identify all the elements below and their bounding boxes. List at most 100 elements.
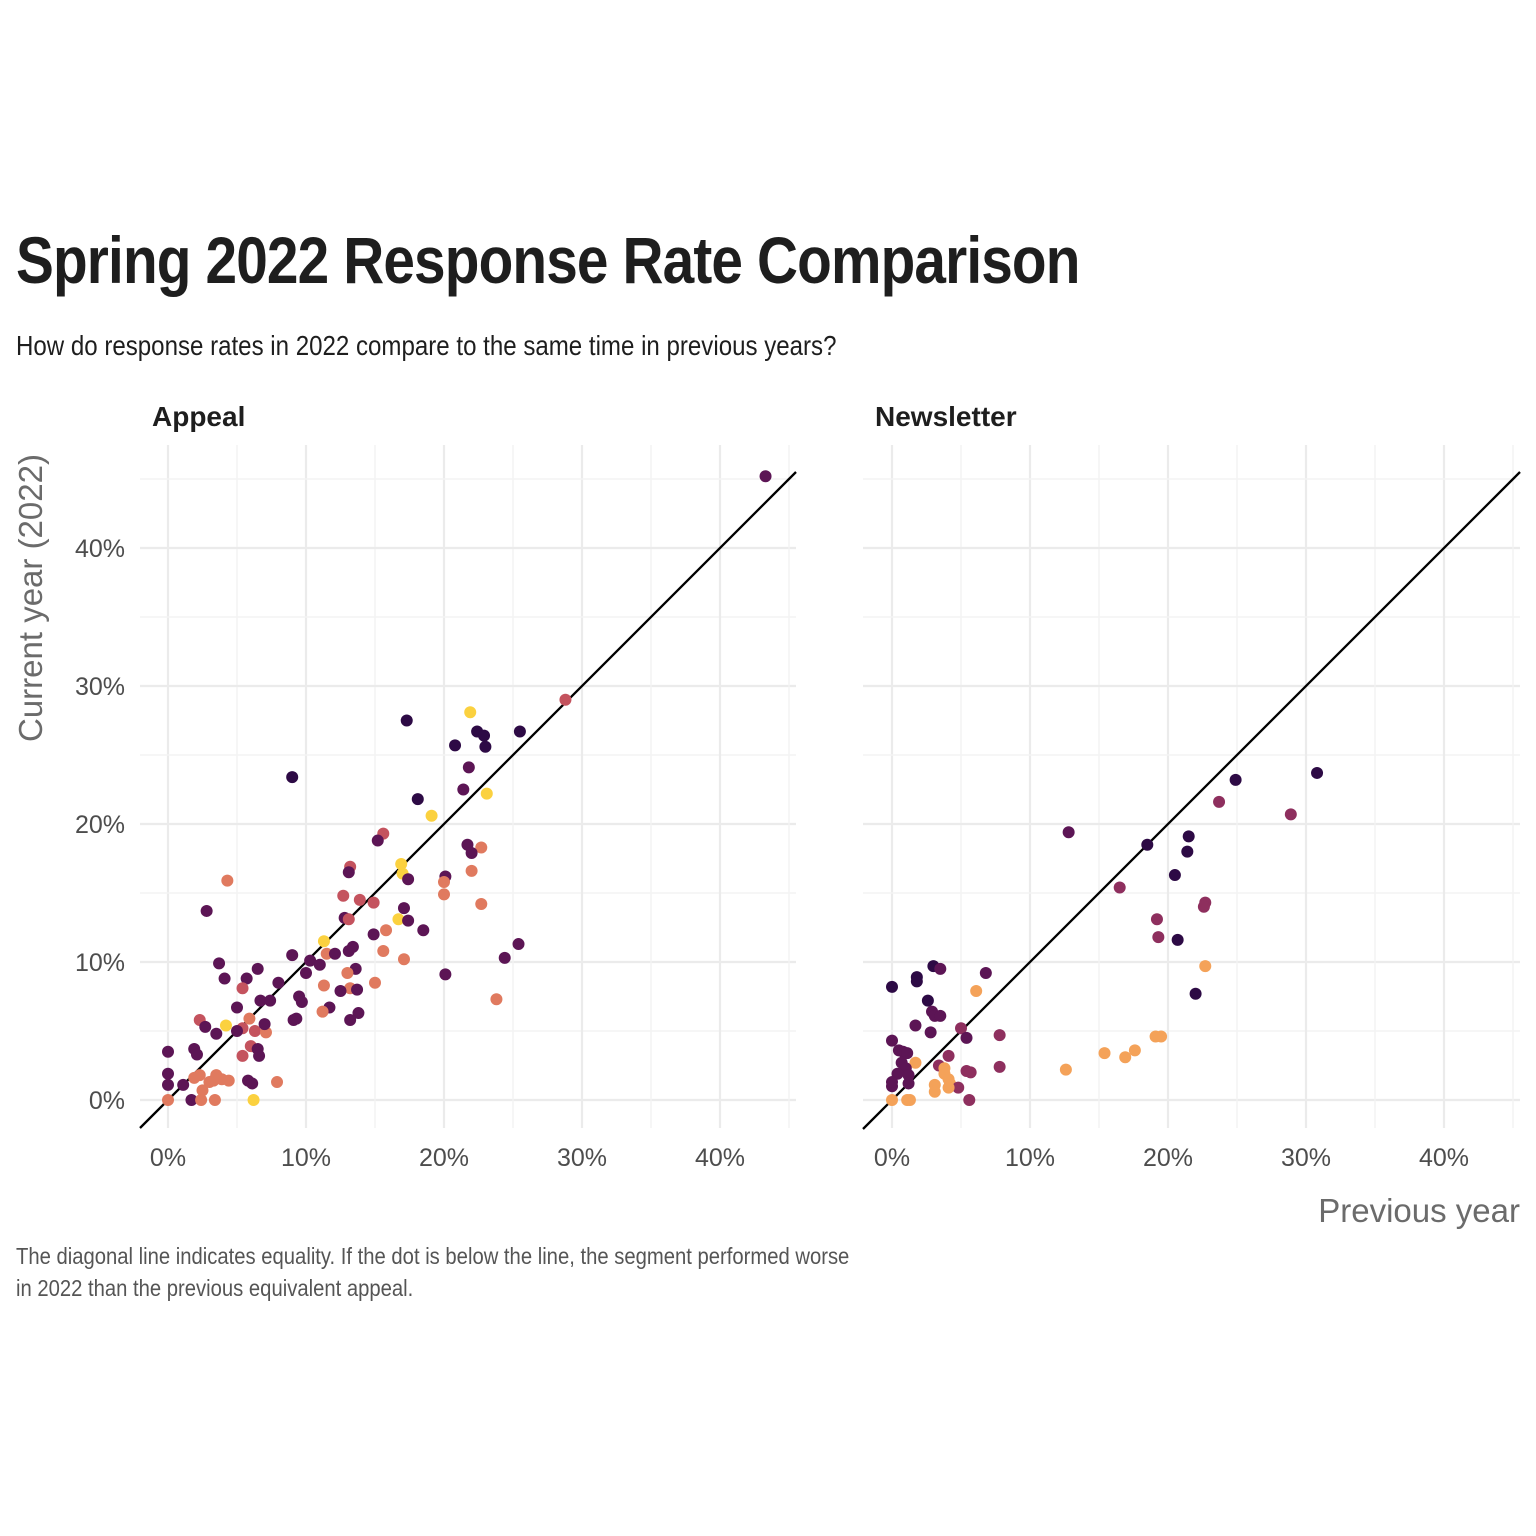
data-point [272,976,285,989]
data-point [910,975,923,988]
data-point [199,1020,212,1033]
panel-label-newsletter: Newsletter [875,401,1017,432]
x-ticks-appeal: 0% 10% 20% 30% 40% [150,1144,745,1172]
data-point [1128,1044,1141,1057]
data-point [210,1027,223,1040]
data-point [513,725,526,738]
data-point [1152,931,1165,944]
chart-subtitle: How do response rates in 2022 compare to… [16,330,837,361]
data-point [243,1012,256,1025]
data-point [247,1094,260,1106]
data-point [1284,808,1297,821]
data-point [1229,773,1242,786]
data-point [316,1005,329,1018]
data-point [236,982,249,995]
data-point [417,924,430,937]
data-point [901,1047,914,1060]
data-point [328,947,341,960]
data-point [286,949,299,962]
data-point [475,898,488,911]
data-point [353,893,366,906]
data-point [236,1049,249,1062]
data-point [290,1012,303,1025]
data-point [253,1049,266,1062]
data-point [480,787,493,800]
data-point [380,924,393,937]
x-tick-label: 20% [1143,1144,1193,1172]
x-tick-label: 10% [281,1144,331,1172]
data-point [1189,987,1202,1000]
data-point [162,1045,174,1058]
data-point [1062,826,1075,839]
data-point [367,896,380,909]
data-point [955,1022,967,1035]
data-point [300,967,312,980]
data-point [993,1060,1006,1073]
equality-line-newsletter [862,471,1521,1130]
caption-line-1: The diagonal line indicates equality. If… [16,1243,850,1269]
data-point [342,913,355,926]
data-point [400,714,413,727]
data-point [479,740,492,753]
data-point [342,866,355,879]
data-point [902,1069,915,1082]
data-point [886,1076,898,1089]
points-newsletter [886,766,1324,1106]
x-tick-label: 40% [695,1144,745,1172]
x-axis-title: Previous year [1318,1192,1520,1229]
y-tick-label: 10% [75,949,125,977]
data-point [964,1066,977,1079]
data-point [909,1019,922,1032]
data-point [921,994,934,1007]
data-point [970,984,983,997]
data-point [341,967,354,980]
data-point [928,1085,941,1098]
data-point [1119,1051,1132,1064]
data-point [909,1056,922,1069]
data-point [478,729,491,742]
data-point [963,1094,976,1106]
data-point [218,972,231,985]
data-point [369,976,381,989]
data-point [185,1094,198,1106]
data-point [1098,1047,1111,1060]
data-point [213,957,226,970]
y-tick-label: 20% [75,811,125,839]
data-point [942,1049,955,1062]
data-point [475,841,488,854]
data-point [246,1077,259,1090]
data-point [438,875,450,888]
data-point [1113,881,1126,894]
data-point [886,1034,898,1047]
x-tick-label: 0% [150,1144,186,1172]
data-point [465,864,478,877]
data-point [1311,766,1324,779]
data-point [320,947,333,960]
data-point [425,809,438,822]
data-point [264,994,277,1007]
data-point [449,739,462,752]
data-point [367,928,380,941]
data-point [397,902,410,915]
data-point [258,1018,271,1031]
data-point [313,958,326,971]
data-point [195,1094,208,1106]
y-tick-label: 0% [89,1087,125,1115]
x-tick-label: 0% [874,1144,910,1172]
data-point [200,904,213,917]
data-point [346,940,359,953]
data-point [1059,1063,1072,1076]
data-point [254,994,267,1007]
data-point [457,783,470,796]
data-point [942,1081,955,1094]
data-point [351,983,364,996]
data-point [177,1078,190,1091]
data-point [465,846,478,859]
data-point [934,962,947,975]
data-point [221,874,234,887]
data-point [498,951,511,964]
data-point [337,889,350,902]
data-point [924,1026,937,1039]
data-point [286,771,299,784]
